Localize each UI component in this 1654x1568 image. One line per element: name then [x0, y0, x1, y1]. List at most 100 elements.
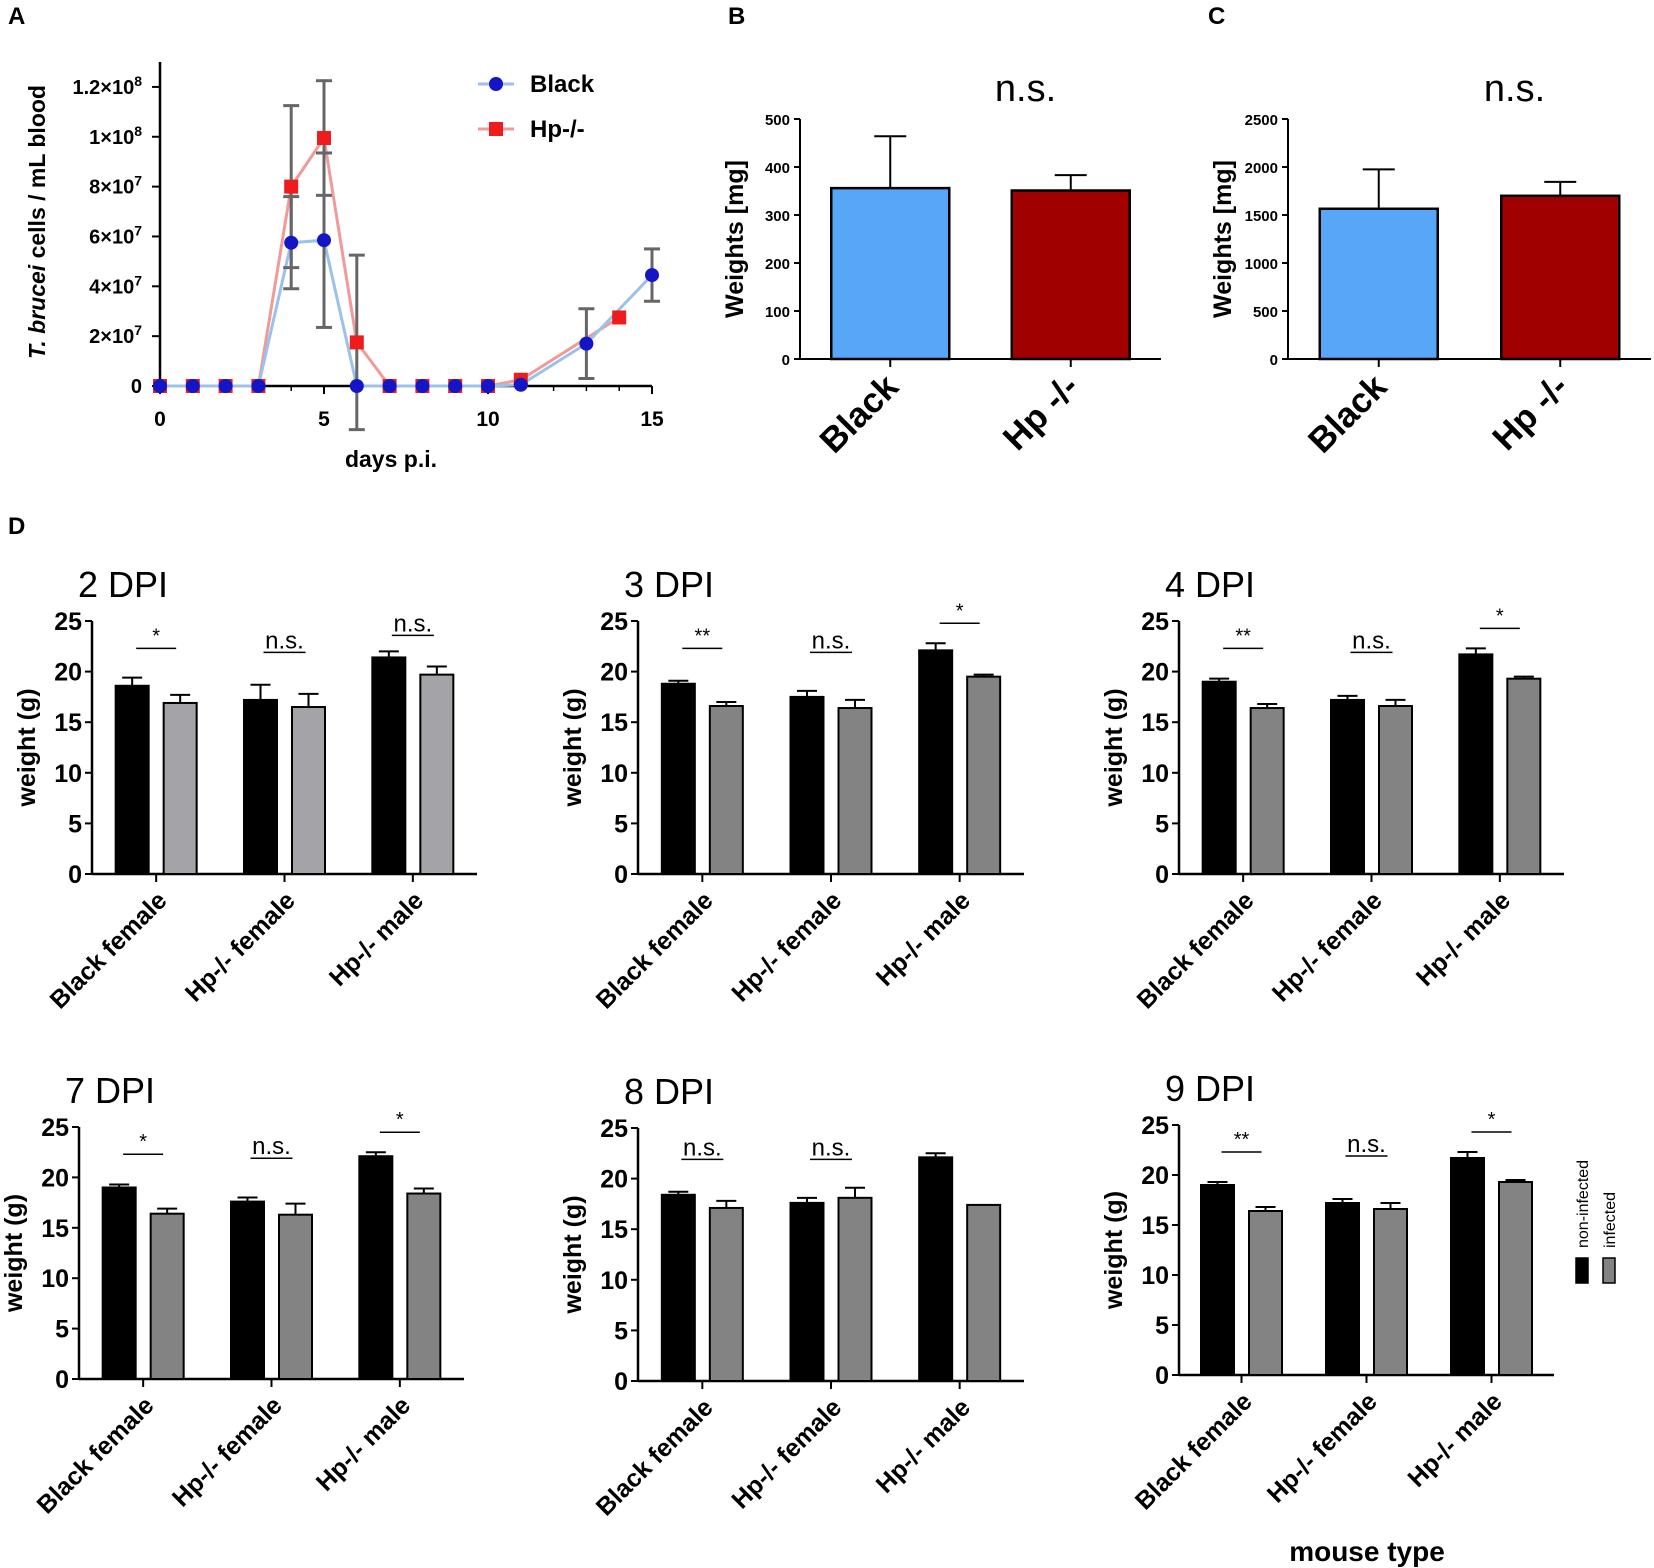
category-label: Hp -/-: [1485, 367, 1576, 458]
bar-non-infected: [660, 1193, 696, 1382]
bar-non-infected: [1458, 653, 1494, 875]
significance-label: **: [1234, 1129, 1250, 1151]
error-bar: [298, 692, 319, 708]
bar-infected: [419, 673, 455, 875]
bar-non-infected: [1450, 1157, 1485, 1376]
bar-non-infected: [918, 1156, 954, 1383]
y-tick-exponent: 7: [134, 222, 142, 238]
y-tick-exponent: 7: [134, 322, 142, 338]
data-point-black: [251, 379, 266, 393]
y-tick-label: 25: [54, 608, 82, 636]
panel-d-charts: 0 5 10 15 20 25 weight (g) 2 DPI Black female * Hp…: [0, 564, 1619, 1567]
dpi-chart: 0 5 10 15 20 25 weight (g) 4 DPI Black female ** H…: [1100, 564, 1564, 1014]
panel-b-chart: 0 100 200 300 400 500 Weights [mg] Black Hp -/- n…: [721, 68, 1161, 461]
significance-label: **: [1235, 625, 1251, 647]
bar-infected: [278, 1213, 313, 1381]
bar-infected: [406, 1192, 442, 1380]
category-label: Hp-/- female: [726, 886, 847, 1007]
legend-label-infected: infected: [1602, 1192, 1619, 1248]
y-tick-label: 5: [68, 810, 82, 838]
bar-infected: [1249, 707, 1285, 875]
bar-non-infected: [243, 698, 278, 875]
bar-non-infected: [918, 649, 954, 876]
bar-non-infected: [101, 1186, 137, 1380]
bar-non-infected: [660, 682, 696, 876]
y-tick-label: 25: [1141, 1112, 1169, 1140]
dpi-chart: 0 5 10 15 20 25 weight (g) 8 DPI Black female n.s…: [559, 1071, 1024, 1521]
y-tick-label: 10: [600, 1267, 628, 1295]
y-tick-label: 8×107: [89, 173, 142, 199]
legend-marker: [489, 77, 503, 91]
chart-title: 7 DPI: [65, 1070, 155, 1111]
category-label: Black female: [1132, 886, 1260, 1014]
bar-hp: [1500, 194, 1621, 361]
bar-infected: [1248, 1210, 1283, 1376]
category-label: Hp-/- female: [180, 886, 301, 1007]
y-label-species: T. brucei: [24, 264, 50, 359]
significance-label: n.s.: [812, 627, 851, 654]
x-axis-label: mouse type: [1289, 1536, 1445, 1567]
category-label: Hp-/- male: [1402, 1387, 1507, 1492]
category-label: Black female: [32, 1391, 160, 1519]
y-tick-label: 5: [55, 1316, 69, 1344]
y-tick-label: 400: [765, 160, 790, 177]
dpi-chart: 0 5 10 15 20 25 weight (g) 2 DPI Black female * Hp…: [13, 564, 477, 1014]
y-tick-mantissa: 1×10: [89, 127, 134, 149]
data-point-black: [579, 336, 594, 351]
y-tick-label: 0: [614, 861, 628, 889]
y-tick-exponent: 8: [134, 123, 142, 139]
y-tick-label: 15: [1141, 1212, 1169, 1240]
y-tick-label: 0: [782, 352, 790, 369]
y-tick-label: 10: [1141, 760, 1169, 788]
bar-non-infected: [358, 1155, 394, 1381]
y-tick-label: 20: [600, 659, 628, 687]
significance-label: *: [1488, 1109, 1496, 1131]
y-tick-label: 20: [1141, 1162, 1169, 1190]
y-tick-label: 2500: [1245, 112, 1278, 129]
significance-label: *: [956, 600, 964, 622]
y-axis-label: weight (g): [1100, 1191, 1128, 1310]
significance-label: n.s.: [683, 1134, 722, 1161]
x-tick-label: 5: [318, 408, 330, 431]
error-bar: [1362, 168, 1395, 209]
legend-label: Black: [530, 71, 595, 98]
data-point-black: [415, 379, 430, 393]
x-axis-label: days p.i.: [345, 446, 437, 472]
bar-non-infected: [789, 1201, 825, 1382]
category-label: Hp-/- male: [311, 1391, 416, 1496]
category-label: Black female: [591, 886, 719, 1014]
y-tick-label: 15: [54, 709, 82, 737]
y-tick-label: 4×107: [89, 272, 142, 298]
bar-non-infected: [230, 1200, 265, 1381]
panel-label-d: D: [8, 513, 25, 540]
dpi-chart: 0 5 10 15 20 25 weight (g) 7 DPI Black female * Hp…: [0, 1070, 464, 1519]
y-axis-label: weight (g): [13, 688, 41, 807]
panel-label-b: B: [728, 3, 745, 30]
data-point-black: [513, 377, 528, 392]
y-tick-label: 5: [1155, 1312, 1169, 1340]
significance-annotation: n.s.: [1484, 68, 1545, 110]
bar-infected: [1373, 1208, 1408, 1376]
category-label: Hp-/- female: [167, 1391, 288, 1512]
error-bar: [250, 683, 271, 700]
y-tick-label: 5: [1155, 810, 1169, 838]
significance-annotation: n.s.: [995, 68, 1056, 110]
data-point-hp: [284, 179, 299, 194]
y-tick-label: 10: [600, 760, 628, 788]
y-tick-label: 300: [765, 208, 790, 225]
error-bar: [845, 698, 865, 709]
error-bar: [797, 689, 817, 697]
significance-label: n.s.: [812, 1134, 851, 1161]
y-tick-label: 10: [54, 760, 82, 788]
category-label: Black female: [591, 1393, 719, 1521]
data-point-black: [153, 379, 167, 393]
data-point-black: [185, 379, 200, 393]
significance-label: *: [396, 1109, 404, 1131]
category-label: Black: [812, 367, 906, 461]
significance-label: *: [1496, 605, 1504, 627]
data-point-black: [218, 379, 233, 393]
bar-hp: [1010, 189, 1131, 361]
y-axis-label: Weights [mg]: [721, 160, 749, 318]
data-point-black: [645, 268, 659, 283]
